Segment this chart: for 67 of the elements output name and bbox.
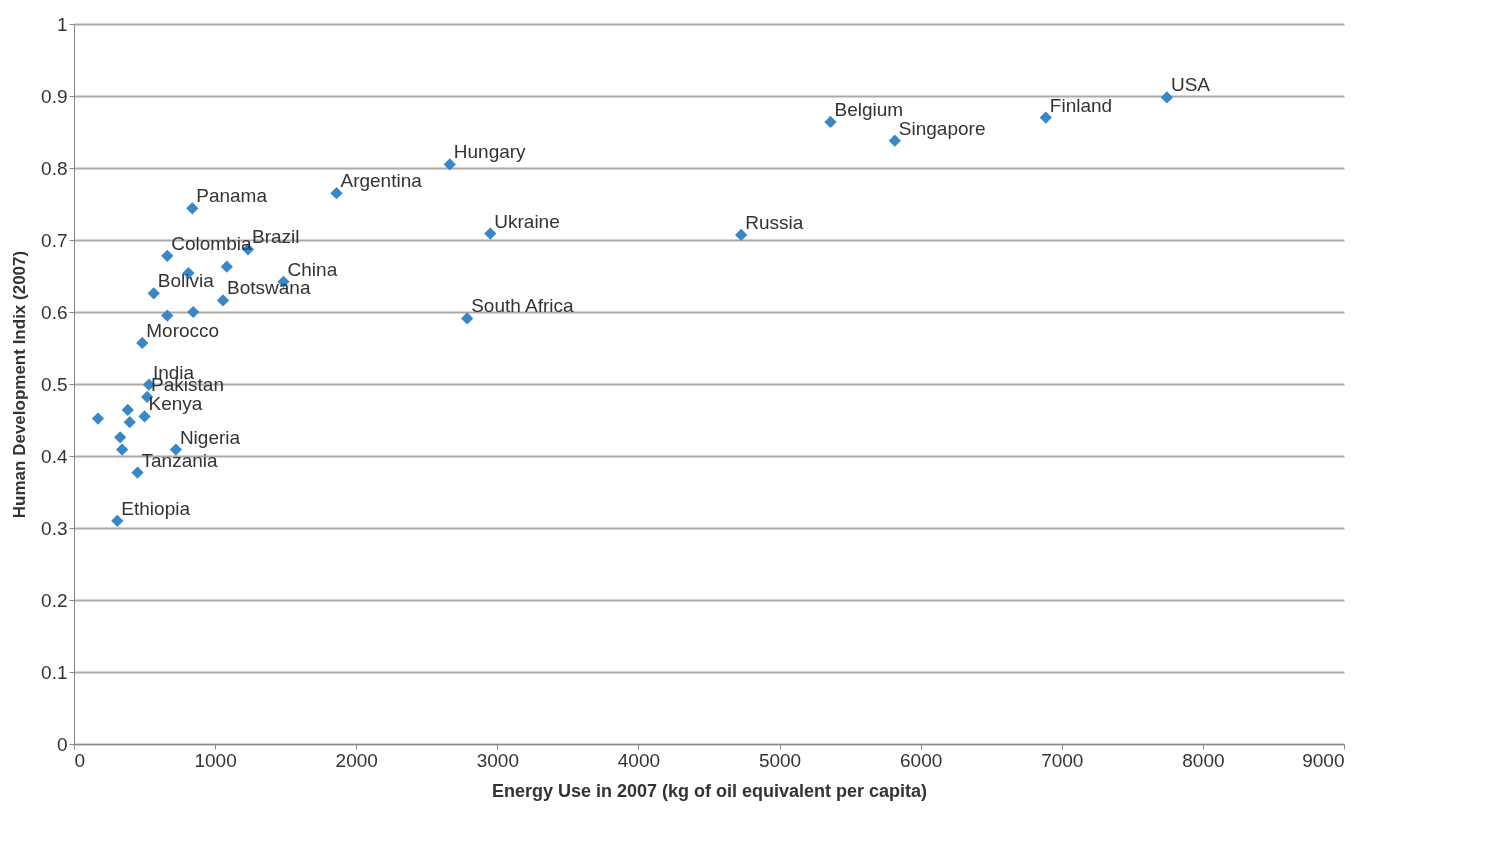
point (186, 202, 199, 215)
data-label: South Africa (471, 295, 575, 317)
point (147, 287, 160, 300)
x-tick-label: 1000 (194, 749, 237, 771)
x-tick-label: 9000 (1302, 749, 1345, 771)
y-tick-label: 0.8 (41, 157, 68, 179)
data-label: Brazil (251, 226, 300, 248)
x-tick-label: 7000 (1041, 749, 1084, 771)
point (216, 294, 230, 307)
y-tick-label: 0.6 (41, 301, 68, 323)
data-label: Finland (1049, 94, 1113, 116)
point (161, 249, 174, 262)
point (91, 412, 105, 425)
data-label: China (287, 258, 338, 280)
point (187, 305, 200, 319)
point (220, 260, 233, 273)
data-label: USA (1170, 74, 1211, 96)
y-tick-label: 0.4 (41, 445, 68, 467)
point (824, 115, 837, 129)
data-label: Morocco (146, 319, 220, 341)
point (161, 309, 174, 322)
y-axis-title: Human Development Indix (2007) (10, 250, 30, 519)
point (443, 158, 456, 171)
point (111, 514, 124, 527)
data-label: Colombia (171, 232, 252, 254)
point (136, 336, 149, 350)
x-axis-title: Energy Use in 2007 (kg of oil equivalent per capita) (491, 780, 928, 801)
point (121, 403, 134, 417)
x-tick-label: 6000 (900, 749, 943, 771)
x-tick-label: 3000 (476, 749, 519, 771)
point (888, 134, 901, 147)
data-label: Russia (745, 211, 804, 233)
y-tick-label: 1 (56, 13, 68, 35)
point (1160, 91, 1174, 104)
data-label: Argentina (340, 170, 423, 192)
x-tick-label: 4000 (617, 749, 661, 771)
data-label: Tanzania (141, 449, 218, 471)
data-label: Nigeria (179, 426, 241, 448)
y-tick-label: 0.5 (41, 373, 68, 395)
data-label: Hungary (453, 141, 527, 163)
y-tick-label: 0.1 (41, 661, 68, 683)
x-tick-label: 5000 (758, 749, 802, 771)
y-tick-label: 0 (56, 733, 68, 755)
point (114, 431, 127, 444)
data-label: Kenya (148, 393, 203, 415)
x-tick-label: 8000 (1182, 749, 1225, 771)
point (484, 227, 497, 240)
data-label: Ukraine (494, 210, 560, 232)
y-tick-label: 0.7 (41, 229, 68, 251)
x-tick-label: 2000 (335, 749, 378, 771)
data-label: Bolivia (157, 270, 215, 292)
data-label: Belgium (834, 98, 904, 120)
point (138, 410, 151, 423)
point (131, 466, 144, 479)
data-label: Botswana (227, 277, 311, 299)
point (123, 416, 136, 429)
point (1039, 111, 1052, 124)
y-tick-label: 0.3 (41, 517, 68, 539)
data-label: Panama (196, 185, 268, 207)
y-tick-label: 0.2 (41, 589, 68, 611)
y-tick-label: 0.9 (41, 85, 68, 107)
x-tick-label: 0 (74, 749, 86, 771)
point (735, 228, 748, 242)
data-label: Singapore (898, 117, 986, 139)
data-label: Ethiopia (121, 497, 191, 519)
point (115, 443, 129, 456)
point (461, 312, 474, 325)
